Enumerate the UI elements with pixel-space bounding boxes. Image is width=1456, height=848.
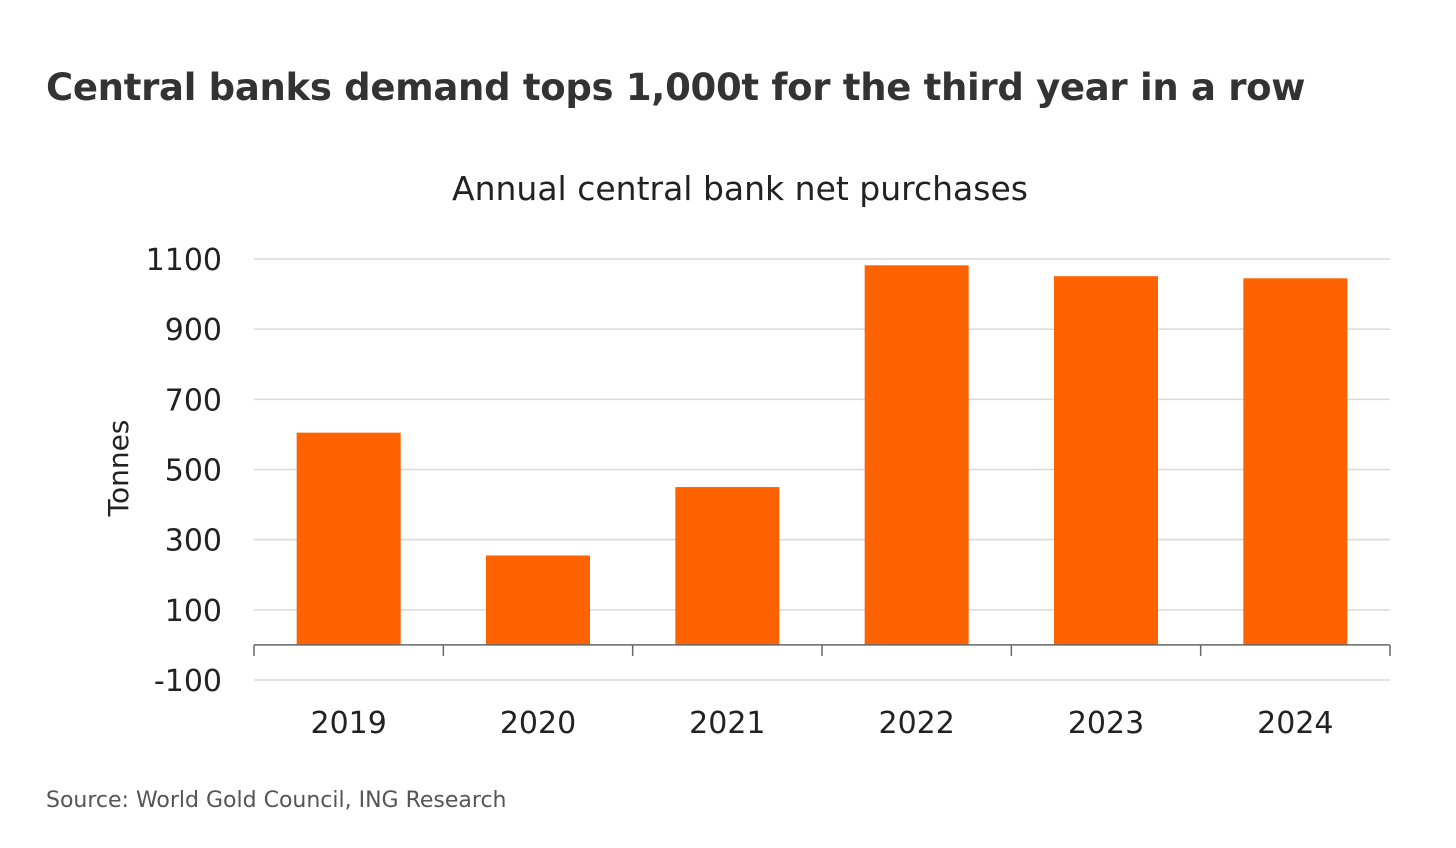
y-tick-label: 100	[165, 594, 222, 629]
y-tick-label: 700	[165, 383, 222, 418]
x-tick-label: 2024	[1257, 706, 1333, 741]
x-axis	[253, 644, 1391, 656]
y-tick-label: -100	[154, 664, 222, 699]
y-tick-label: 1100	[146, 243, 222, 278]
gridlines	[254, 258, 1390, 681]
bar-2024	[1243, 278, 1348, 645]
y-tick-label: 500	[165, 454, 222, 489]
x-tick-label: 2022	[878, 706, 954, 741]
headline: Central banks demand tops 1,000t for the…	[46, 66, 1306, 109]
bar-2020	[486, 555, 590, 645]
x-tick-labels: 2019 2020 2021 2022 2023 2024	[310, 706, 1333, 741]
x-tick-label: 2020	[500, 706, 576, 741]
x-tick-label: 2021	[689, 706, 765, 741]
y-tick-label: 900	[165, 313, 222, 348]
bars	[296, 265, 1348, 645]
chart-title: Annual central bank net purchases	[452, 169, 1028, 208]
x-tick-label: 2019	[310, 706, 386, 741]
y-tick-labels: 1100 900 700 500 300 100 -100	[146, 243, 222, 699]
bar-2023	[1054, 276, 1158, 645]
bar-2021	[675, 487, 780, 645]
x-tick-label: 2023	[1068, 706, 1144, 741]
bar-2022	[864, 265, 969, 645]
source-note: Source: World Gold Council, ING Research	[46, 788, 507, 813]
y-axis-label: Tonnes	[102, 420, 135, 518]
bar-2019	[296, 432, 401, 645]
y-tick-label: 300	[165, 524, 222, 559]
